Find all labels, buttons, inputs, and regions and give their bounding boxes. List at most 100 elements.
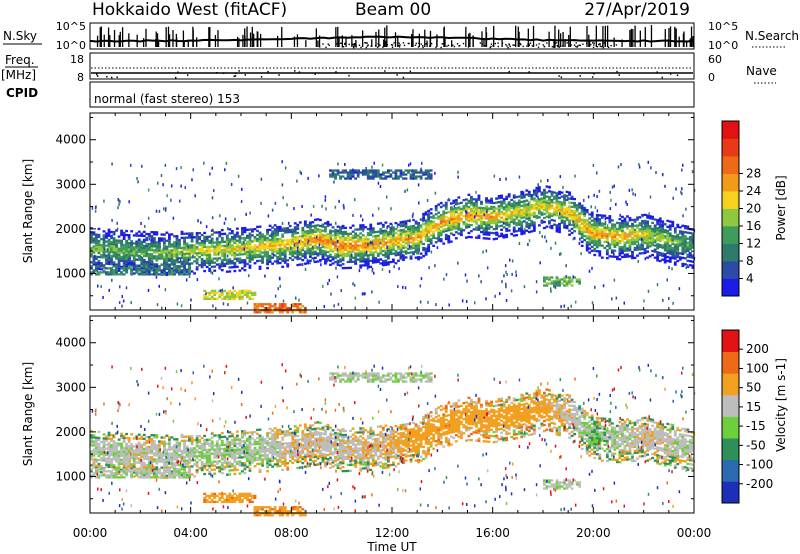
freq-dot	[238, 70, 240, 72]
power-echo-cell	[480, 220, 483, 224]
power-echo-cell	[369, 239, 373, 242]
noise-search-dot	[322, 43, 324, 45]
power-echo-cell	[646, 234, 649, 237]
power-secondary-echo-cell	[253, 293, 257, 297]
power-echo-cell	[545, 225, 549, 228]
power-echo-cell	[646, 250, 649, 253]
power-echo-cell	[605, 234, 609, 238]
power-echo-cell	[271, 250, 275, 253]
power-echo-cell	[381, 253, 385, 257]
power-echo-cell	[271, 244, 275, 247]
power-echo-cell	[394, 262, 398, 265]
power-echo-cell	[293, 238, 297, 241]
power-echo-cell	[326, 224, 330, 228]
power-echo-cell	[235, 233, 239, 236]
power-echo-cell	[563, 212, 566, 215]
power-secondary-echo-cell	[175, 271, 179, 274]
power-echo-cell	[147, 232, 151, 236]
power-echo-cell	[661, 244, 665, 247]
power-echo-cell	[442, 210, 446, 213]
power-echo-cell	[658, 253, 662, 257]
power-scatter-cell	[340, 289, 342, 293]
power-secondary-echo-cell	[371, 177, 375, 180]
power-scatter-cell	[161, 306, 163, 310]
power-echo-cell	[112, 237, 116, 240]
power-echo-cell	[241, 237, 244, 240]
power-scatter-cell	[611, 297, 613, 301]
power-scatter-cell	[617, 165, 620, 169]
power-echo-cell	[548, 202, 551, 205]
power-echo-cell	[376, 238, 380, 241]
power-echo-cell	[319, 248, 322, 252]
power-secondary-echo-cell	[278, 311, 282, 314]
power-echo-cell	[681, 224, 685, 227]
power-echo-cell	[291, 252, 295, 256]
power-echo-cell	[147, 263, 151, 266]
power-echo-cell	[376, 246, 380, 249]
power-echo-cell	[223, 264, 227, 268]
power-echo-cell	[626, 233, 629, 236]
power-echo-cell	[140, 258, 144, 262]
power-echo-cell	[389, 246, 393, 250]
power-echo-cell	[336, 229, 340, 232]
power-echo-cell	[346, 238, 350, 242]
power-echo-cell	[185, 236, 189, 239]
power-echo-cell	[150, 243, 154, 246]
power-echo-cell	[140, 246, 144, 250]
power-echo-cell	[500, 194, 504, 197]
power-echo-cell	[381, 237, 385, 241]
power-echo-cell	[610, 249, 614, 252]
power-echo-cell	[432, 220, 436, 223]
power-echo-cell	[233, 247, 237, 251]
power-echo-cell	[369, 253, 373, 257]
power-echo-cell	[316, 246, 320, 249]
noise-search-dot	[554, 46, 556, 49]
power-echo-cell	[157, 249, 161, 252]
noise-search-dot	[489, 46, 491, 49]
power-scatter-cell	[602, 284, 605, 288]
noise-search-dot	[429, 44, 432, 46]
power-echo-cell	[120, 255, 124, 258]
power-echo-cell	[404, 242, 408, 245]
power-echo-cell	[603, 236, 607, 239]
power-echo-cell	[288, 248, 292, 252]
power-echo-cell	[165, 261, 169, 264]
power-secondary-echo-cell	[170, 271, 174, 274]
power-echo-cell	[225, 258, 229, 261]
power-echo-cell	[349, 226, 353, 229]
power-echo-cell	[397, 253, 400, 256]
power-echo-cell	[100, 244, 103, 247]
power-echo-cell	[681, 248, 685, 252]
power-echo-cell	[233, 251, 237, 255]
power-echo-cell	[243, 226, 247, 230]
power-secondary-echo-cell	[349, 171, 353, 174]
power-echo-cell	[185, 258, 189, 261]
power-echo-cell	[671, 222, 675, 226]
noise-search-dot	[485, 45, 487, 47]
power-echo-cell	[485, 231, 488, 234]
power-echo-cell	[583, 208, 587, 212]
power-echo-cell	[636, 240, 639, 243]
power-echo-cell	[210, 245, 214, 248]
freq-dot	[314, 73, 316, 75]
power-scatter-cell	[371, 165, 373, 169]
power-echo-cell	[90, 251, 93, 254]
power-scatter-cell	[494, 294, 496, 298]
power-echo-cell	[676, 243, 680, 247]
power-echo-cell	[618, 234, 622, 237]
power-echo-cell	[105, 258, 108, 261]
velocity-echo-cell	[122, 452, 126, 456]
power-secondary-echo-cell	[394, 169, 398, 172]
power-echo-cell	[235, 243, 239, 246]
power-echo-cell	[560, 201, 564, 204]
power-echo-cell	[248, 232, 252, 235]
power-scatter-cell	[483, 213, 485, 217]
power-echo-cell	[490, 213, 493, 217]
power-echo-cell	[376, 222, 380, 225]
power-echo-cell	[278, 243, 282, 247]
noise-search-dot	[593, 44, 595, 46]
power-echo-cell	[452, 217, 456, 221]
power-echo-cell	[241, 229, 244, 232]
power-echo-cell	[578, 206, 582, 209]
power-secondary-echo-cell	[560, 278, 564, 281]
